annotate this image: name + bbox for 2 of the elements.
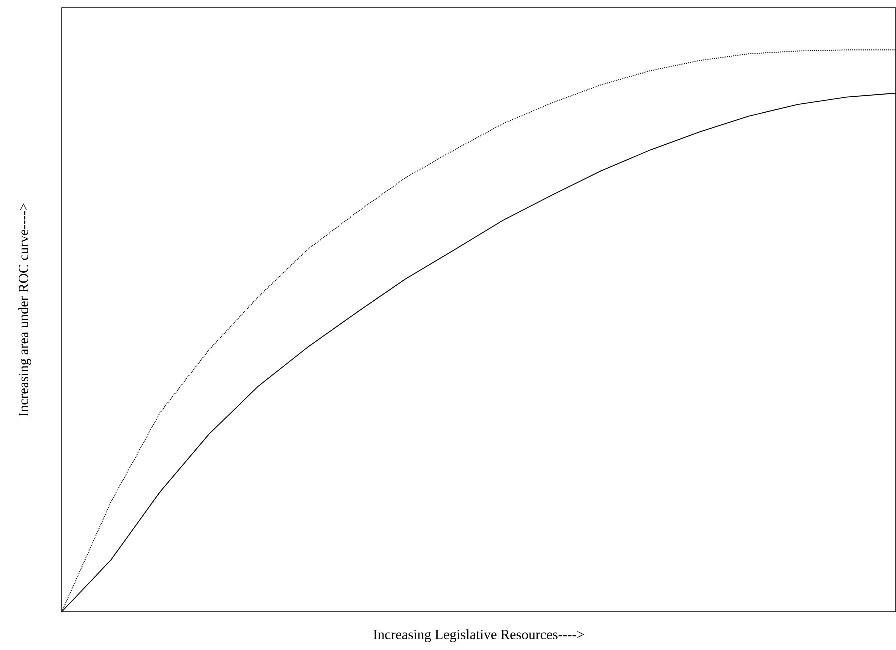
- x-axis-title: Increasing Legislative Resources---->: [374, 630, 584, 642]
- y-axis-title: Increasing area under ROC curve---->: [18, 204, 32, 416]
